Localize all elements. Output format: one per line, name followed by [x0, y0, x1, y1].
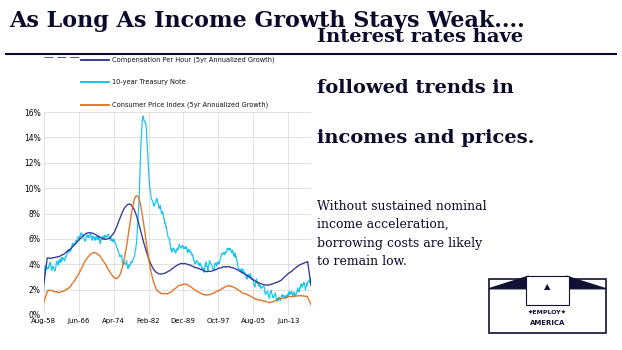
Text: Compensation Per Hour (5yr Annualized Growth): Compensation Per Hour (5yr Annualized Gr…	[112, 56, 274, 63]
Text: Consumer Price Index (5yr Annualized Growth): Consumer Price Index (5yr Annualized Gro…	[112, 102, 268, 108]
Text: AMERICA: AMERICA	[530, 320, 565, 327]
FancyBboxPatch shape	[526, 276, 569, 304]
Polygon shape	[566, 276, 606, 289]
Text: Interest rates have: Interest rates have	[317, 28, 523, 46]
Text: 10-year Treasury Note: 10-year Treasury Note	[112, 79, 186, 85]
Text: ▲: ▲	[544, 282, 550, 291]
Text: Without sustained nominal
income acceleration,
borrowing costs are likely
to rem: Without sustained nominal income acceler…	[317, 199, 487, 268]
Text: As Long As Income Growth Stays Weak....: As Long As Income Growth Stays Weak....	[9, 10, 525, 33]
Text: — — —: — — —	[44, 52, 79, 63]
Polygon shape	[489, 276, 529, 289]
Text: ✦EMPLOY✦: ✦EMPLOY✦	[528, 309, 567, 315]
Text: followed trends in: followed trends in	[317, 79, 514, 97]
Text: incomes and prices.: incomes and prices.	[317, 130, 535, 147]
FancyBboxPatch shape	[489, 279, 606, 333]
